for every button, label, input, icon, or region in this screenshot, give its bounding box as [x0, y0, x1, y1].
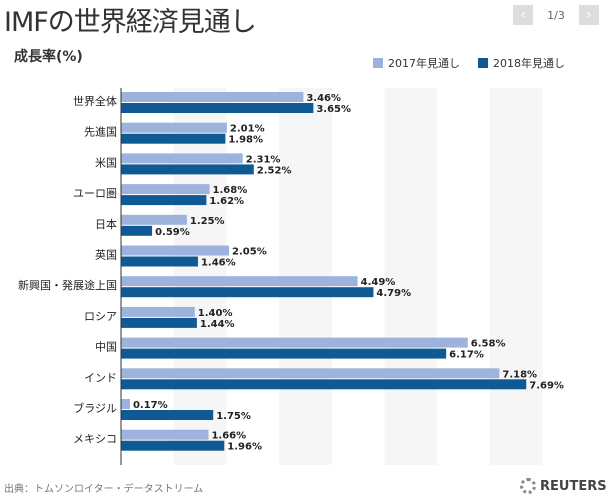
- data-label: 1.62%: [209, 196, 244, 207]
- bar-2017: [121, 429, 209, 440]
- page-title: IMFの世界経済見通し: [4, 7, 257, 38]
- data-label: 2.52%: [257, 165, 292, 176]
- category-label: 日本: [95, 217, 117, 231]
- data-label: 3.46%: [306, 93, 341, 104]
- category-label: ロシア: [84, 310, 117, 323]
- data-label: 1.98%: [228, 135, 263, 146]
- bar-2018: [121, 348, 447, 359]
- prev-button[interactable]: ‹: [513, 5, 533, 25]
- data-label: 4.49%: [361, 277, 396, 288]
- bar-2018: [121, 287, 374, 298]
- legend-label: 2017年見通し: [388, 57, 460, 70]
- bar-2017: [121, 92, 304, 102]
- bar-2017: [121, 306, 195, 317]
- data-label: 0.17%: [133, 400, 168, 411]
- source-note: 出典：トムソンロイター・データストリーム: [4, 484, 204, 495]
- data-label: 1.66%: [211, 431, 246, 442]
- bar-2017: [121, 153, 243, 164]
- bar-2018: [121, 317, 197, 328]
- bar-2017: [121, 399, 130, 409]
- data-label: 6.17%: [449, 350, 484, 361]
- bar-2018: [121, 256, 198, 267]
- pager: ‹ 1/3 ›: [513, 5, 599, 25]
- bar-2017: [121, 337, 468, 348]
- data-label: 2.31%: [246, 154, 281, 165]
- bar-2018: [121, 133, 226, 144]
- data-label: 1.44%: [200, 319, 235, 330]
- legend-item-2017: 2017年見通し: [373, 55, 460, 71]
- reuters-logo: REUTERS: [520, 478, 607, 494]
- data-label: 4.79%: [376, 288, 411, 299]
- data-label: 6.58%: [471, 339, 506, 350]
- data-label: 1.40%: [198, 308, 233, 319]
- bar-2018: [121, 225, 153, 236]
- grid-band: [489, 88, 543, 465]
- bar-2017: [121, 122, 227, 133]
- data-label: 1.25%: [190, 216, 225, 227]
- data-label: 1.46%: [201, 258, 236, 269]
- y-axis-label: 成長率(%): [14, 49, 83, 65]
- logo-text: REUTERS: [540, 478, 607, 494]
- category-label: 先進国: [84, 126, 117, 139]
- bar-2018: [121, 164, 254, 175]
- data-label: 2.01%: [230, 124, 265, 135]
- bar-2017: [121, 245, 230, 256]
- data-label: 7.69%: [529, 380, 564, 391]
- category-label: 世界全体: [73, 94, 117, 108]
- category-label: メキシコ: [73, 433, 117, 446]
- data-label: 2.05%: [232, 247, 267, 258]
- data-label: 7.18%: [502, 369, 537, 380]
- bar-2017: [121, 368, 500, 379]
- bar-2018: [121, 440, 225, 451]
- data-label: 1.96%: [227, 442, 262, 453]
- bar-2017: [121, 276, 358, 287]
- category-label: 英国: [95, 248, 117, 262]
- data-label: 0.59%: [155, 227, 190, 238]
- bar-2017: [121, 214, 187, 225]
- reuters-logo-icon: [520, 478, 536, 494]
- next-button[interactable]: ›: [579, 5, 599, 25]
- bar-2018: [121, 379, 527, 390]
- category-label: インド: [84, 371, 117, 384]
- category-label: 新興国・発展途上国: [18, 278, 117, 292]
- category-label: ユーロ圏: [73, 187, 117, 200]
- bar-2017: [121, 184, 210, 195]
- bar-2018: [121, 410, 214, 420]
- category-label: ブラジル: [73, 401, 117, 415]
- bar-2018: [121, 103, 314, 113]
- data-label: 1.75%: [216, 411, 251, 422]
- legend-label: 2018年見通し: [493, 57, 565, 70]
- legend: 2017年見通し 2018年見通し: [373, 55, 565, 71]
- page-indicator: 1/3: [547, 8, 565, 22]
- data-label: 3.65%: [316, 104, 351, 115]
- grid-band: [384, 88, 438, 465]
- category-label: 米国: [95, 156, 117, 169]
- bar-2018: [121, 195, 207, 206]
- category-label: 中国: [95, 341, 117, 354]
- data-label: 1.68%: [213, 185, 248, 196]
- legend-item-2018: 2018年見通し: [478, 55, 565, 71]
